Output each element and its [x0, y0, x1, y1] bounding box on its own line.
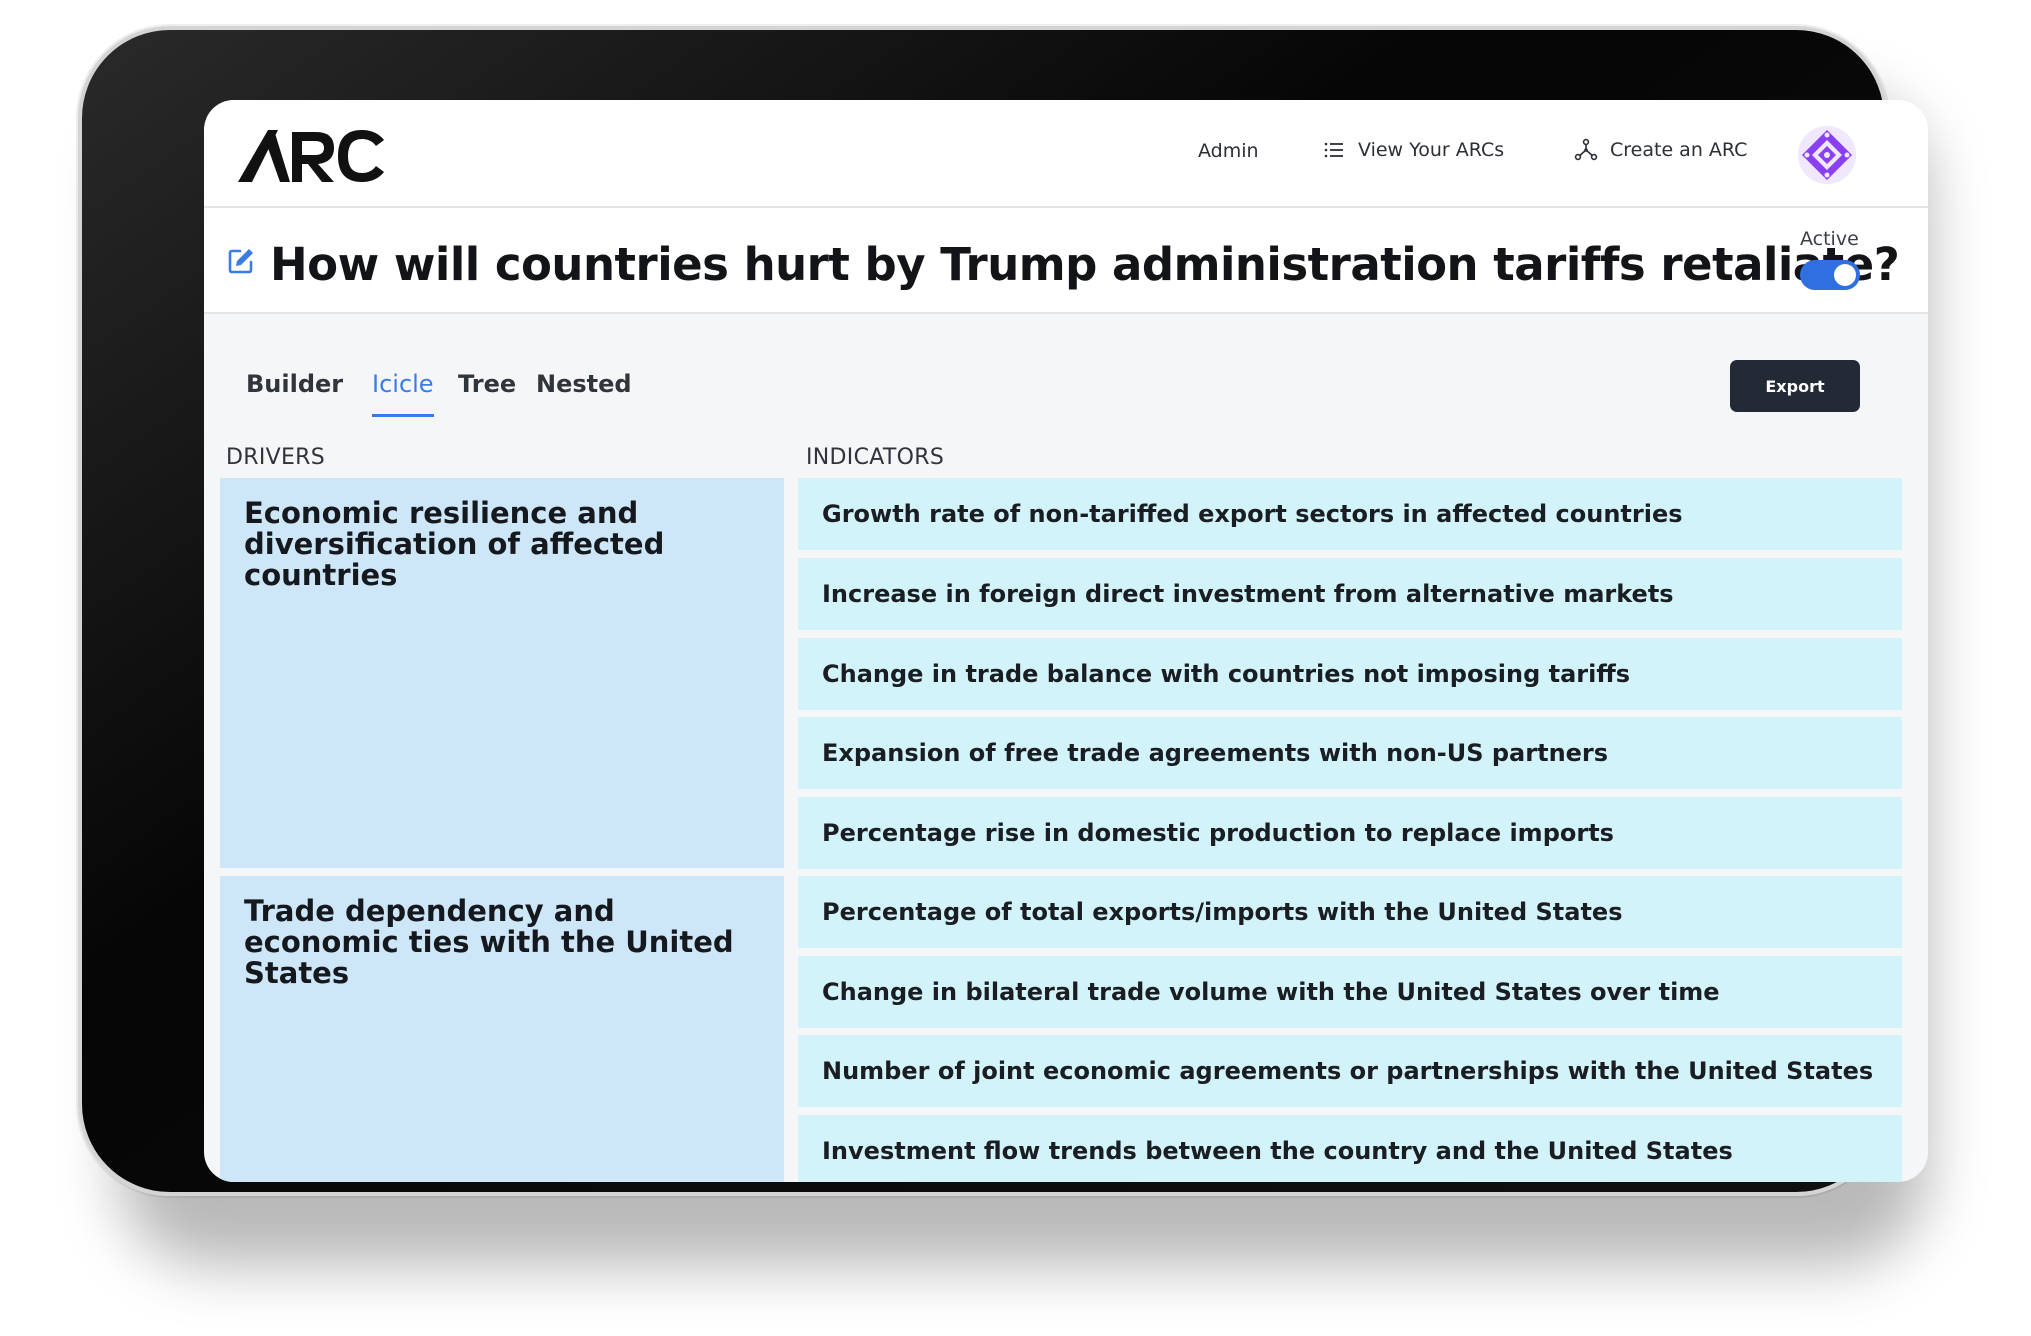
tablet-frame: Admin View Your ARCs [78, 26, 1928, 1196]
nav-view-label: View Your ARCs [1358, 139, 1505, 161]
user-avatar[interactable] [1798, 126, 1856, 184]
export-button[interactable]: Export [1730, 360, 1860, 412]
nav-create-an-arc[interactable]: Create an ARC [1574, 138, 1747, 162]
arc-title-bar: How will countries hurt by Trump adminis… [204, 208, 1928, 314]
indicator-item[interactable]: Percentage of total exports/imports with… [798, 876, 1902, 948]
indicator-item[interactable]: Increase in foreign direct investment fr… [798, 558, 1902, 630]
nav-create-label: Create an ARC [1610, 139, 1748, 161]
drivers-column-header: DRIVERS [226, 445, 326, 470]
toggle-knob [1834, 264, 1856, 286]
avatar-pattern-icon [1798, 126, 1856, 184]
tab-builder[interactable]: Builder [246, 370, 344, 398]
top-navigation-bar: Admin View Your ARCs [204, 100, 1928, 208]
indicator-item[interactable]: Investment flow trends between the count… [798, 1115, 1902, 1182]
tab-icicle[interactable]: Icicle [372, 370, 434, 398]
edit-icon[interactable] [226, 246, 256, 276]
active-tab-indicator [372, 414, 434, 417]
driver-block[interactable]: Economic resilience and diversification … [220, 478, 784, 868]
active-label: Active [1800, 228, 1859, 250]
active-toggle[interactable] [1800, 260, 1860, 290]
driver-block[interactable]: Trade dependency and economic ties with … [220, 876, 784, 1182]
indicators-column-header: INDICATORS [806, 445, 945, 470]
indicator-item[interactable]: Percentage rise in domestic production t… [798, 797, 1902, 869]
nav-view-your-arcs[interactable]: View Your ARCs [1322, 138, 1504, 162]
nav-admin[interactable]: Admin [1198, 140, 1259, 162]
indicator-item[interactable]: Expansion of free trade agreements with … [798, 717, 1902, 789]
arc-logo[interactable] [234, 124, 390, 186]
list-icon [1324, 142, 1343, 158]
indicator-item[interactable]: Growth rate of non-tariffed export secto… [798, 478, 1902, 550]
indicator-item[interactable]: Number of joint economic agreements or p… [798, 1035, 1902, 1107]
page-title: How will countries hurt by Trump adminis… [270, 238, 1900, 291]
tab-tree[interactable]: Tree [458, 370, 517, 398]
indicator-item[interactable]: Change in bilateral trade volume with th… [798, 956, 1902, 1028]
nav-admin-label: Admin [1198, 140, 1259, 162]
tab-nested[interactable]: Nested [536, 370, 632, 398]
app-screen: Admin View Your ARCs [204, 100, 1928, 1182]
network-icon [1574, 138, 1598, 161]
indicator-item[interactable]: Change in trade balance with countries n… [798, 638, 1902, 710]
